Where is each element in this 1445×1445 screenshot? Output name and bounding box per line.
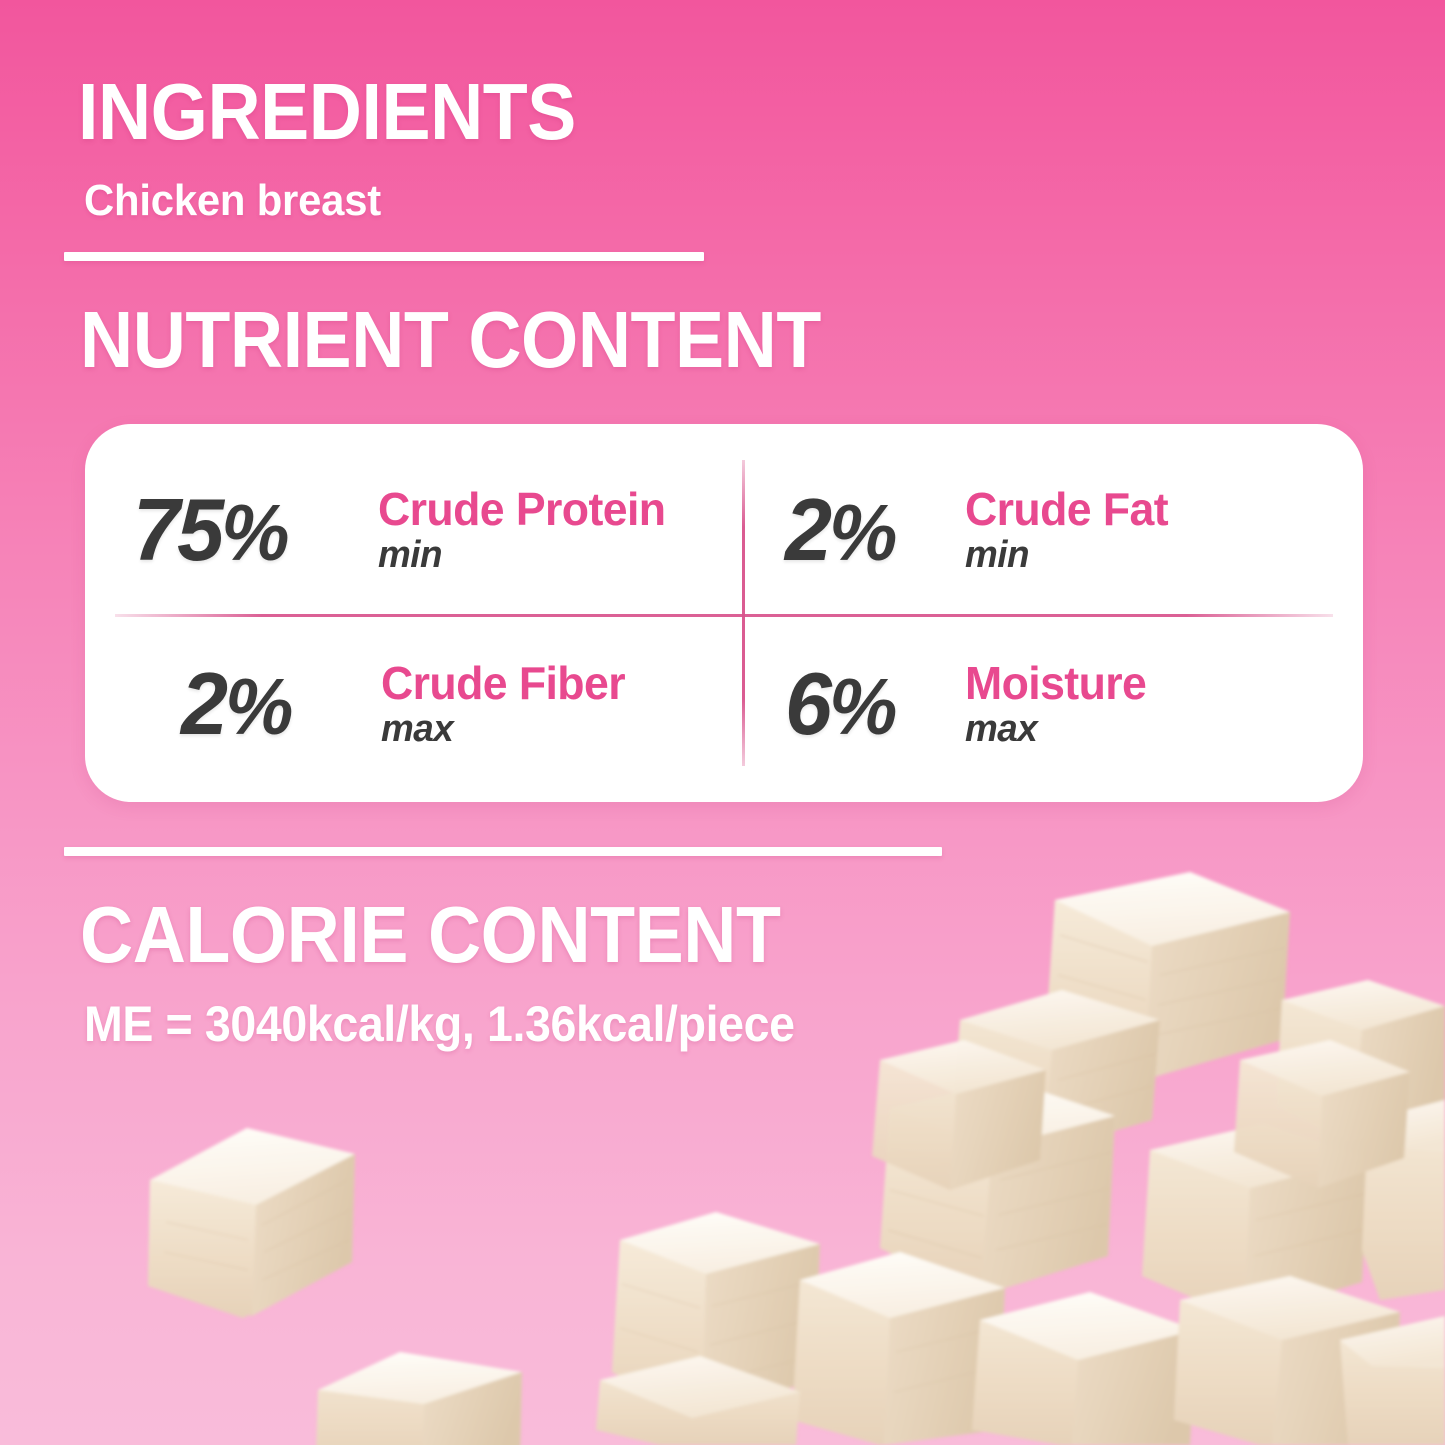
card-vertical-divider (742, 460, 745, 766)
nutrient-name: Crude Fat (965, 483, 1169, 535)
ingredients-list: Chicken breast (84, 176, 382, 225)
nutrient-content-card: 75% Crude Protein min 2% Crude Fat min 2… (85, 424, 1363, 802)
nutrient-item-crude-fiber: 2% Crude Fiber max (133, 620, 733, 788)
nutrient-label-group: Crude Fat min (965, 486, 1174, 574)
section-divider-rule-1 (64, 252, 704, 261)
nutrient-name: Crude Protein (378, 483, 666, 535)
nutrient-value: 2% (785, 486, 958, 574)
nutrient-value: 75% (133, 486, 368, 574)
percent-symbol: % (829, 488, 897, 577)
nutrient-value-number: 2 (785, 480, 832, 579)
nutrient-item-moisture: 6% Moisture max (785, 620, 1345, 788)
nutrient-name: Crude Fiber (381, 657, 626, 709)
nutrient-value-number: 75 (133, 480, 224, 579)
calorie-content-heading: CALORIE CONTENT (80, 890, 781, 979)
nutrient-qualifier: min (378, 534, 443, 576)
percent-symbol: % (221, 488, 289, 577)
calorie-content-value: ME = 3040kcal/kg, 1.36kcal/piece (84, 996, 795, 1052)
nutrient-content-heading: NUTRIENT CONTENT (80, 295, 821, 384)
nutrient-item-crude-protein: 75% Crude Protein min (133, 446, 733, 614)
percent-symbol: % (829, 662, 897, 751)
nutrient-label-group: Moisture max (965, 660, 1152, 748)
nutrient-value: 6% (785, 660, 958, 748)
nutrient-label-group: Crude Fiber max (381, 660, 633, 748)
percent-symbol: % (225, 662, 293, 751)
nutrient-qualifier: max (965, 708, 1038, 750)
card-horizontal-divider (115, 614, 1333, 617)
nutrient-label-group: Crude Protein min (378, 486, 674, 574)
ingredients-heading: INGREDIENTS (78, 67, 576, 156)
section-divider-rule-2 (64, 847, 942, 856)
nutrient-value: 2% (181, 660, 373, 748)
nutrient-name: Moisture (965, 657, 1147, 709)
nutrient-value-number: 6 (785, 654, 832, 753)
nutrient-qualifier: max (381, 708, 454, 750)
nutrient-item-crude-fat: 2% Crude Fat min (785, 446, 1345, 614)
nutrient-value-number: 2 (181, 654, 228, 753)
nutrient-qualifier: min (965, 534, 1030, 576)
